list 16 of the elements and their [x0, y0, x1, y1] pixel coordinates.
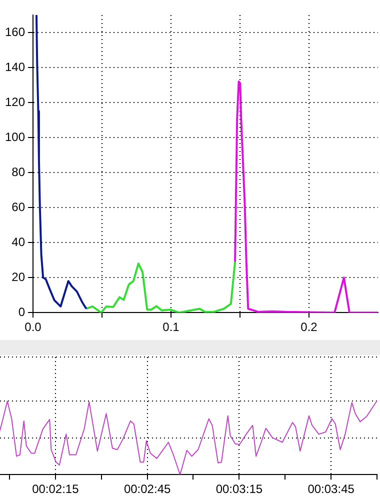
y-tick-label: 160 — [4, 24, 26, 39]
x-tick-label: 00:02:45 — [124, 482, 171, 496]
x-tick-label: 0.1 — [162, 320, 180, 334]
x-tick-label: 0.2 — [300, 320, 318, 334]
y-tick-label: 80 — [12, 164, 26, 179]
y-tick-label: 100 — [4, 130, 26, 144]
x-tick-label: 00:03:45 — [308, 482, 355, 496]
y-tick-label: 40 — [12, 234, 26, 249]
y-tick-label: 140 — [4, 60, 26, 74]
x-tick-label: 00:02:15 — [32, 482, 80, 496]
y-tick-label: 0 — [18, 304, 26, 319]
y-tick-label: 20 — [12, 270, 26, 284]
x-tick-label: 00:03:15 — [216, 482, 263, 496]
y-tick-label: 60 — [12, 200, 26, 214]
x-tick-label: 0.0 — [24, 320, 42, 334]
y-tick-label: 120 — [4, 94, 26, 109]
